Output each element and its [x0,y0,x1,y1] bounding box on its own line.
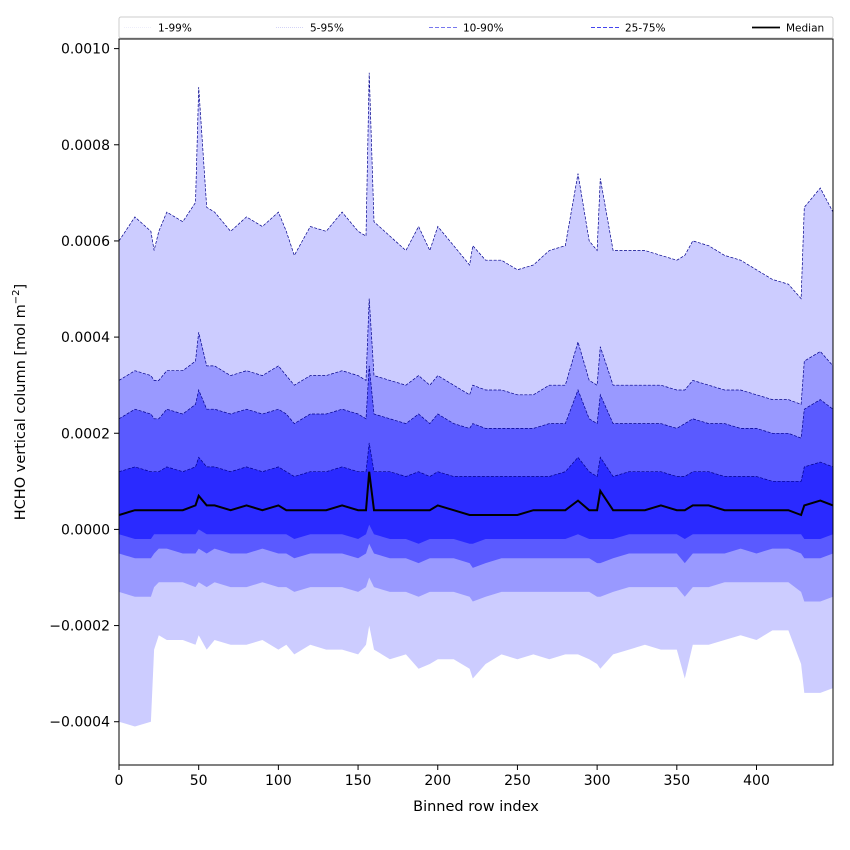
y-axis-label-close: ] [13,284,29,290]
y-tick-label: 0.0008 [61,138,110,154]
legend-box [118,16,834,39]
x-tick-label: 0 [115,773,124,789]
y-axis-label-main: HCHO vertical column [mol m [13,304,29,520]
y-axis-label-exponent: −2 [11,289,22,304]
band-upper-edge-5-95% [119,298,833,405]
y-tick-label: 0.0010 [61,42,110,58]
y-tick-label: 0.0002 [61,426,110,442]
y-tick-label: 0.0006 [61,234,110,250]
legend-label: 10-90% [463,23,504,35]
percentile-bands [119,72,833,727]
x-tick-label: 100 [265,773,292,789]
legend: 1-99% 5-95% 10-90% 25-75% Median [118,16,834,39]
median-line [119,471,833,517]
legend-label: Median [786,23,824,35]
band-upper-edge-10-90% [119,365,833,439]
x-tick-label: 200 [424,773,451,789]
band-25-75% [119,442,833,544]
x-tick-label: 50 [190,773,208,789]
legend-label: 5-95% [310,23,344,35]
median-series [119,471,833,517]
y-tick-label: −0.0002 [49,619,110,635]
x-axis: 0 50 100 150 200 250 300 350 400 [115,765,770,789]
y-axis: −0.0004 −0.0002 0.0000 0.0002 0.0004 0.0006 0.… [49,42,119,731]
band-upper-edge-25-75% [119,442,833,482]
y-tick-label: −0.0004 [49,715,110,731]
legend-label: 1-99% [158,23,192,35]
band-upper-edge-1-99% [119,72,833,300]
x-tick-label: 250 [504,773,531,789]
x-tick-label: 150 [345,773,372,789]
legend-label: 25-75% [625,23,666,35]
x-axis-label: Binned row index [413,799,539,815]
y-axis-label: HCHO vertical column [mol m−2] [11,284,29,520]
percentile-edges [119,72,833,482]
plot-frame [118,38,834,766]
y-tick-label: 0.0004 [61,330,110,346]
x-tick-label: 400 [743,773,770,789]
x-tick-label: 350 [663,773,690,789]
y-tick-label: 0.0000 [61,522,110,538]
x-tick-label: 300 [584,773,611,789]
